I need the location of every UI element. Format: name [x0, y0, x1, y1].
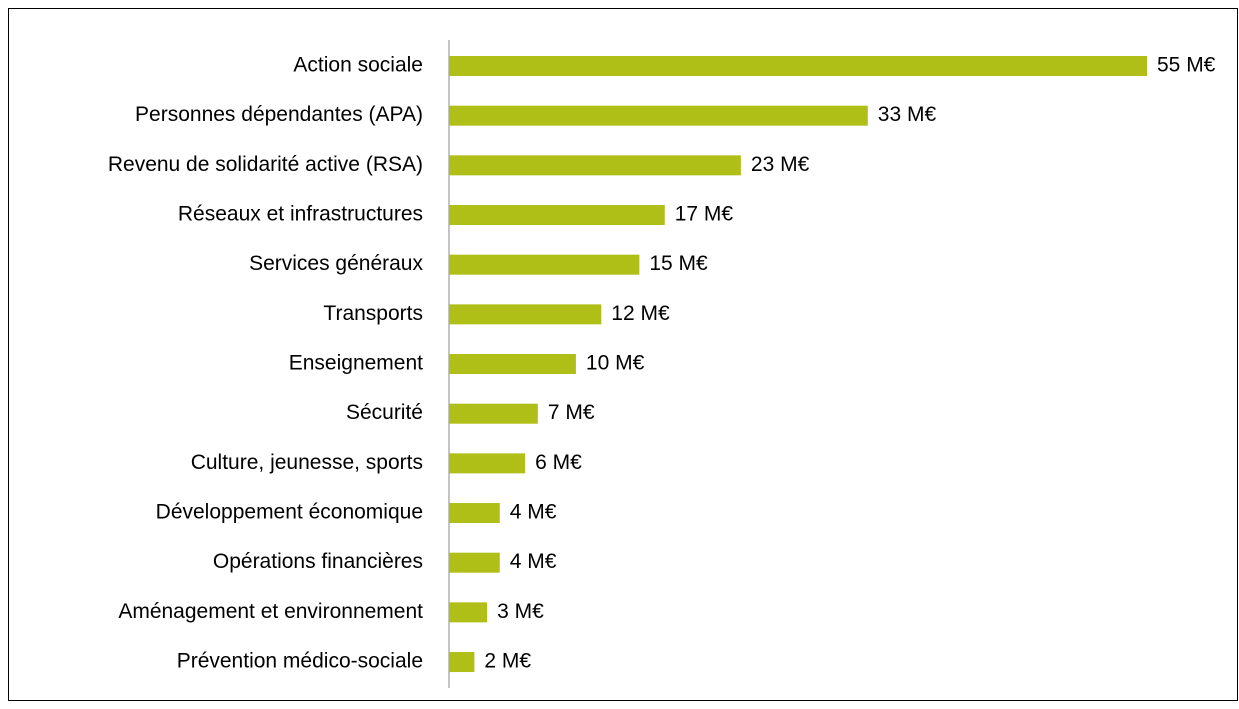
bar: [449, 155, 741, 176]
category-label: Prévention médico-sociale: [177, 650, 423, 673]
category-label: Enseignement: [289, 352, 423, 375]
category-label: Transports: [323, 302, 423, 325]
bar: [449, 254, 640, 275]
bar: [449, 652, 475, 673]
data-label: 2 M€: [484, 650, 531, 673]
data-label: 7 M€: [548, 401, 595, 424]
data-label: 15 M€: [649, 252, 708, 275]
bar: [449, 403, 538, 424]
bar: [449, 354, 576, 375]
data-label: 12 M€: [611, 302, 670, 325]
category-label: Opérations financières: [213, 550, 423, 573]
bar: [449, 56, 1147, 76]
data-label: 6 M€: [535, 451, 582, 474]
category-label: Développement économique: [156, 501, 423, 524]
bar: [449, 453, 526, 474]
data-label: 4 M€: [510, 501, 557, 524]
category-label: Aménagement et environnement: [118, 600, 423, 623]
category-label: Personnes dépendantes (APA): [135, 103, 423, 126]
bar: [449, 205, 665, 226]
data-label: 23 M€: [751, 153, 810, 176]
data-label: 4 M€: [510, 550, 557, 573]
bar: [449, 503, 500, 524]
bar: [449, 105, 868, 126]
data-label: 33 M€: [878, 103, 937, 126]
data-label: 10 M€: [586, 352, 645, 375]
category-label: Revenu de solidarité active (RSA): [108, 153, 423, 176]
category-label: Sécurité: [346, 401, 423, 424]
bar: [449, 602, 488, 623]
data-label: 3 M€: [497, 600, 544, 623]
category-label: Action sociale: [293, 54, 423, 77]
category-label: Réseaux et infrastructures: [178, 203, 423, 226]
bar: [449, 552, 500, 573]
data-label: 17 M€: [675, 203, 734, 226]
bar: [449, 304, 602, 325]
category-label: Services généraux: [249, 252, 423, 275]
data-label: 55 M€: [1157, 54, 1216, 77]
category-label: Culture, jeunesse, sports: [191, 451, 423, 474]
